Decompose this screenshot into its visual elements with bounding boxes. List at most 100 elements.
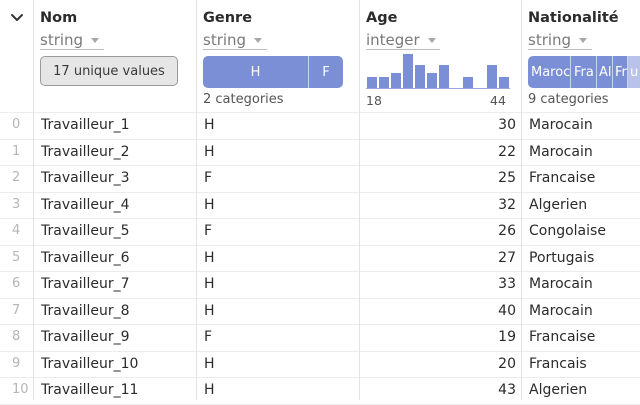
table-row[interactable]: 6 Travailleur_7 H 33 Marocain xyxy=(0,271,640,298)
cell-age[interactable]: 26 xyxy=(498,223,516,239)
cell-nationalite[interactable]: Marocain xyxy=(529,143,593,160)
row-index[interactable]: 7 xyxy=(12,302,21,318)
cell-nom[interactable]: Travailleur_9 xyxy=(41,329,130,345)
unique-values-button[interactable]: 17 unique values xyxy=(40,56,178,86)
histogram-bar[interactable] xyxy=(427,72,437,88)
row-index[interactable]: 6 xyxy=(12,276,21,291)
cell-genre[interactable]: H xyxy=(204,355,215,372)
cell-genre[interactable]: F xyxy=(204,170,213,186)
cell-nationalite[interactable]: Portugais xyxy=(529,249,595,266)
age-histogram[interactable] xyxy=(366,54,510,88)
cell-nationalite[interactable]: Marocain xyxy=(529,302,593,319)
cell-nationalite[interactable]: Congolaise xyxy=(529,223,606,239)
column-type-select[interactable]: string xyxy=(40,31,100,49)
cell-nom[interactable]: Travailleur_1 xyxy=(41,117,130,133)
cell-age[interactable]: 40 xyxy=(498,302,516,319)
table-row[interactable]: 2 Travailleur_3 F 25 Francaise xyxy=(0,165,640,192)
table-row[interactable]: 3 Travailleur_4 H 32 Algerien xyxy=(0,192,640,219)
caret-down-icon xyxy=(579,38,588,43)
cell-age[interactable]: 27 xyxy=(498,249,516,266)
cell-age[interactable]: 30 xyxy=(498,117,516,133)
row-divider xyxy=(0,377,640,378)
table-row[interactable]: 0 Travailleur_1 H 30 Marocain xyxy=(0,112,640,139)
histogram-bar[interactable] xyxy=(367,76,377,88)
cell-genre[interactable]: H xyxy=(204,382,215,398)
row-index[interactable]: 2 xyxy=(12,170,21,185)
cell-nom[interactable]: Travailleur_6 xyxy=(41,249,130,266)
category-bar-francaise[interactable]: Fra xyxy=(570,56,596,88)
table-row[interactable]: 1 Travailleur_2 H 22 Marocain xyxy=(0,139,640,166)
cell-nom[interactable]: Travailleur_8 xyxy=(41,302,130,319)
column-type-select[interactable]: string xyxy=(528,31,588,49)
cell-nom[interactable]: Travailleur_4 xyxy=(41,196,130,213)
cell-genre[interactable]: H xyxy=(204,143,215,160)
cell-nom[interactable]: Travailleur_7 xyxy=(41,276,130,292)
row-index[interactable]: 5 xyxy=(12,249,21,265)
histogram-bar[interactable] xyxy=(415,65,425,88)
row-index[interactable]: 0 xyxy=(12,117,21,132)
table-row[interactable]: 4 Travailleur_5 F 26 Congolaise xyxy=(0,218,640,245)
table-row[interactable]: 8 Travailleur_9 F 19 Francaise xyxy=(0,324,640,351)
cell-genre[interactable]: H xyxy=(204,117,215,133)
column-name[interactable]: Nationalité xyxy=(528,10,619,26)
category-bar-other[interactable]: u xyxy=(627,56,640,88)
cell-nationalite[interactable]: Algerien xyxy=(529,382,588,398)
row-index[interactable]: 3 xyxy=(12,196,21,212)
table-row[interactable]: 10 Travailleur_11 H 43 Algerien xyxy=(0,377,640,404)
cell-nationalite[interactable]: Francaise xyxy=(529,170,596,186)
cell-nationalite[interactable]: Marocain xyxy=(529,276,593,292)
row-index[interactable]: 10 xyxy=(12,382,29,397)
cell-nom[interactable]: Travailleur_10 xyxy=(41,355,139,372)
row-index[interactable]: 8 xyxy=(12,329,21,344)
cell-genre[interactable]: F xyxy=(204,329,213,345)
cell-nationalite[interactable]: Algerien xyxy=(529,196,588,213)
category-bar-francais[interactable]: Fr xyxy=(612,56,627,88)
cell-nom[interactable]: Travailleur_3 xyxy=(41,170,130,186)
cell-nom[interactable]: Travailleur_11 xyxy=(41,382,139,398)
type-underline xyxy=(528,49,592,50)
cell-genre[interactable]: F xyxy=(204,223,213,239)
cell-nationalite[interactable]: Francais xyxy=(529,355,587,372)
histogram-bar[interactable] xyxy=(463,76,473,88)
category-bar-marocain[interactable]: Maroc xyxy=(528,56,570,88)
cell-age[interactable]: 33 xyxy=(498,276,516,292)
cell-genre[interactable]: H xyxy=(204,276,215,292)
table-row[interactable]: 7 Travailleur_8 H 40 Marocain xyxy=(0,298,640,325)
category-bar-h[interactable]: H xyxy=(203,56,308,88)
row-index[interactable]: 1 xyxy=(12,143,21,159)
row-index[interactable]: 4 xyxy=(12,223,21,238)
cell-nom[interactable]: Travailleur_2 xyxy=(41,143,130,160)
table-row[interactable]: 9 Travailleur_10 H 20 Francais xyxy=(0,351,640,378)
cell-age[interactable]: 22 xyxy=(498,143,516,160)
histogram-bar[interactable] xyxy=(379,76,389,88)
cell-genre[interactable]: H xyxy=(204,196,215,213)
category-bar-algerien[interactable]: Al xyxy=(596,56,612,88)
cell-age[interactable]: 43 xyxy=(498,382,516,398)
column-type-label: string xyxy=(40,31,84,49)
cell-age[interactable]: 25 xyxy=(498,170,516,186)
row-index[interactable]: 9 xyxy=(12,355,21,371)
column-type-label: string xyxy=(528,31,572,49)
histogram-bar[interactable] xyxy=(403,54,413,88)
column-name[interactable]: Genre xyxy=(203,10,253,26)
column-name[interactable]: Nom xyxy=(40,10,78,26)
cell-nationalite[interactable]: Francaise xyxy=(529,329,596,345)
cell-nom[interactable]: Travailleur_5 xyxy=(41,223,130,239)
row-divider xyxy=(0,138,640,140)
column-name[interactable]: Age xyxy=(366,10,398,26)
category-bar-f[interactable]: F xyxy=(308,56,343,88)
cell-nationalite[interactable]: Marocain xyxy=(529,117,593,133)
chevron-down-icon[interactable] xyxy=(9,10,25,26)
cell-age[interactable]: 19 xyxy=(498,329,516,345)
cell-age[interactable]: 20 xyxy=(498,355,516,372)
histogram-bar[interactable] xyxy=(499,76,509,88)
histogram-bar[interactable] xyxy=(487,65,497,88)
table-row[interactable]: 5 Travailleur_6 H 27 Portugais xyxy=(0,245,640,272)
cell-age[interactable]: 32 xyxy=(498,196,516,213)
column-type-select[interactable]: integer xyxy=(366,31,436,49)
column-type-select[interactable]: string xyxy=(203,31,263,49)
cell-genre[interactable]: H xyxy=(204,302,215,319)
histogram-bar[interactable] xyxy=(439,65,449,88)
histogram-bar[interactable] xyxy=(391,72,401,88)
cell-genre[interactable]: H xyxy=(204,249,215,266)
